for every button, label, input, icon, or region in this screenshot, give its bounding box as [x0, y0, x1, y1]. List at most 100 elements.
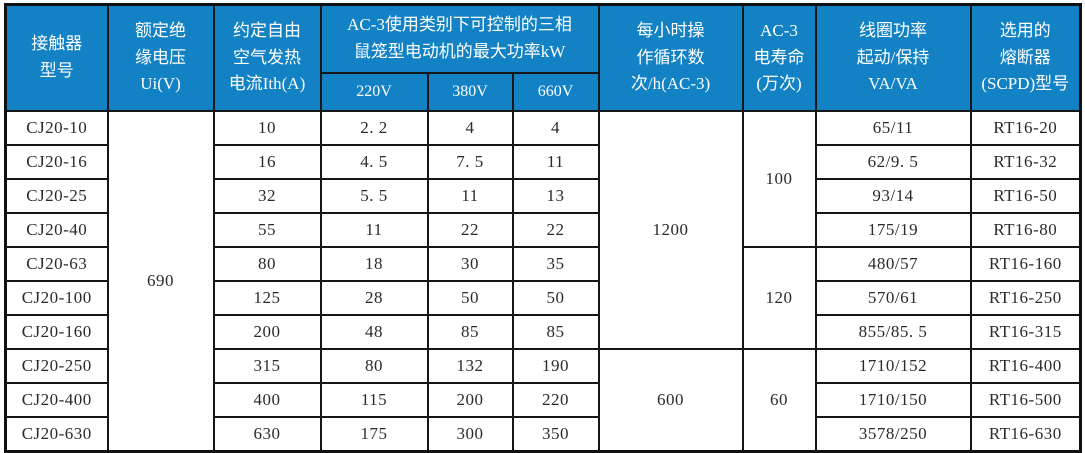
- cell-ith: 400: [212, 381, 322, 418]
- cell-p380: 11: [426, 177, 514, 214]
- cell-p220: 2. 2: [319, 109, 429, 146]
- cell-ith: 125: [212, 279, 322, 316]
- cell-fuse: RT16-315: [969, 313, 1082, 350]
- table-body: CJ20-10 690 10 2. 2 4 4 1200 100 65/11 R…: [4, 109, 1082, 452]
- cell-cycles-merged: 1200: [597, 109, 744, 350]
- cell-fuse: RT16-500: [969, 381, 1082, 418]
- cell-model: CJ20-63: [4, 245, 109, 282]
- cell-ith: 32: [212, 177, 322, 214]
- cell-p380: 300: [426, 415, 514, 452]
- cell-p660: 50: [511, 279, 600, 316]
- header-model: 接触器 型号: [4, 3, 109, 112]
- cell-p220: 80: [319, 347, 429, 384]
- cell-model: CJ20-25: [4, 177, 109, 214]
- cell-model: CJ20-10: [4, 109, 109, 146]
- cell-p660: 13: [511, 177, 600, 214]
- cell-p380: 22: [426, 211, 514, 248]
- cell-p660: 35: [511, 245, 600, 282]
- header-ith: 约定自由 空气发热 电流Ith(A): [212, 3, 322, 112]
- table-header: 接触器 型号 额定绝 缘电压 Ui(V) 约定自由 空气发热 电流Ith(A) …: [4, 3, 1082, 112]
- cell-model: CJ20-250: [4, 347, 109, 384]
- cell-ith: 55: [212, 211, 322, 248]
- cell-ith: 80: [212, 245, 322, 282]
- cell-p380: 85: [426, 313, 514, 350]
- header-380v: 380V: [426, 71, 514, 112]
- cell-p220: 48: [319, 313, 429, 350]
- cell-coil: 1710/152: [814, 347, 972, 384]
- cell-p380: 30: [426, 245, 514, 282]
- header-660v: 660V: [511, 71, 600, 112]
- cell-p660: 22: [511, 211, 600, 248]
- cell-p220: 5. 5: [319, 177, 429, 214]
- cell-coil: 480/57: [814, 245, 972, 282]
- cell-p380: 200: [426, 381, 514, 418]
- table-row: CJ20-100 125 28 50 50 570/61 RT16-250: [4, 279, 1082, 316]
- cell-ith: 16: [212, 143, 322, 180]
- cell-life-merged: 60: [741, 347, 817, 452]
- cell-coil: 1710/150: [814, 381, 972, 418]
- cell-coil: 855/85. 5: [814, 313, 972, 350]
- cell-p660: 85: [511, 313, 600, 350]
- cell-p220: 28: [319, 279, 429, 316]
- cell-p220: 11: [319, 211, 429, 248]
- cell-model: CJ20-16: [4, 143, 109, 180]
- cell-ith: 315: [212, 347, 322, 384]
- cell-model: CJ20-100: [4, 279, 109, 316]
- cell-life-merged: 100: [741, 109, 817, 248]
- table-row: CJ20-250 315 80 132 190 600 60 1710/152 …: [4, 347, 1082, 452]
- contactor-spec-table: 接触器 型号 额定绝 缘电压 Ui(V) 约定自由 空气发热 电流Ith(A) …: [4, 3, 1083, 453]
- cell-p380: 132: [426, 347, 514, 384]
- cell-model: CJ20-630: [4, 415, 109, 452]
- cell-p380: 4: [426, 109, 514, 146]
- cell-coil: 3578/250: [814, 415, 972, 452]
- cell-fuse: RT16-400: [969, 347, 1082, 384]
- cell-p660: 190: [511, 347, 600, 384]
- cell-p220: 175: [319, 415, 429, 452]
- cell-ith: 630: [212, 415, 322, 452]
- contactor-spec-table-wrap: 接触器 型号 额定绝 缘电压 Ui(V) 约定自由 空气发热 电流Ith(A) …: [4, 3, 1083, 453]
- table-row: CJ20-63 80 18 30 35 120 480/57 RT16-160: [4, 245, 1082, 350]
- header-coil: 线圈功率 起动/保持 VA/VA: [814, 3, 972, 112]
- cell-fuse: RT16-250: [969, 279, 1082, 316]
- cell-p220: 18: [319, 245, 429, 282]
- cell-fuse: RT16-80: [969, 211, 1082, 248]
- cell-life-merged: 120: [741, 245, 817, 350]
- header-cycles: 每小时操 作循环数 次/h(AC-3): [597, 3, 744, 112]
- table-row: CJ20-160 200 48 85 85 855/85. 5 RT16-315: [4, 313, 1082, 350]
- cell-p660: 4: [511, 109, 600, 146]
- header-life: AC-3 电寿命 (万次): [741, 3, 817, 112]
- table-row: CJ20-40 55 11 22 22 175/19 RT16-80: [4, 211, 1082, 248]
- header-fuse: 选用的 熔断器 (SCPD)型号: [969, 3, 1082, 112]
- table-row: CJ20-400 400 115 200 220 1710/150 RT16-5…: [4, 381, 1082, 418]
- cell-coil: 62/9. 5: [814, 143, 972, 180]
- cell-fuse: RT16-32: [969, 143, 1082, 180]
- cell-cycles-merged: 600: [597, 347, 744, 452]
- cell-p380: 7. 5: [426, 143, 514, 180]
- cell-fuse: RT16-20: [969, 109, 1082, 146]
- cell-fuse: RT16-160: [969, 245, 1082, 282]
- cell-model: CJ20-160: [4, 313, 109, 350]
- cell-ith: 10: [212, 109, 322, 146]
- cell-fuse: RT16-630: [969, 415, 1082, 452]
- cell-coil: 65/11: [814, 109, 972, 146]
- cell-p220: 4. 5: [319, 143, 429, 180]
- header-220v: 220V: [319, 71, 429, 112]
- cell-p660: 11: [511, 143, 600, 180]
- cell-ui-merged: 690: [106, 109, 215, 452]
- cell-p380: 50: [426, 279, 514, 316]
- cell-p660: 350: [511, 415, 600, 452]
- cell-p220: 115: [319, 381, 429, 418]
- cell-model: CJ20-400: [4, 381, 109, 418]
- cell-model: CJ20-40: [4, 211, 109, 248]
- cell-fuse: RT16-50: [969, 177, 1082, 214]
- table-row: CJ20-25 32 5. 5 11 13 93/14 RT16-50: [4, 177, 1082, 214]
- table-row: CJ20-10 690 10 2. 2 4 4 1200 100 65/11 R…: [4, 109, 1082, 452]
- cell-ith: 200: [212, 313, 322, 350]
- table-row: CJ20-16 16 4. 5 7. 5 11 62/9. 5 RT16-32: [4, 143, 1082, 180]
- cell-coil: 93/14: [814, 177, 972, 214]
- cell-coil: 570/61: [814, 279, 972, 316]
- cell-coil: 175/19: [814, 211, 972, 248]
- cell-p660: 220: [511, 381, 600, 418]
- header-power-group: AC-3使用类别下可控制的三相 鼠笼型电动机的最大功率kW: [319, 3, 600, 74]
- header-ui: 额定绝 缘电压 Ui(V): [106, 3, 215, 112]
